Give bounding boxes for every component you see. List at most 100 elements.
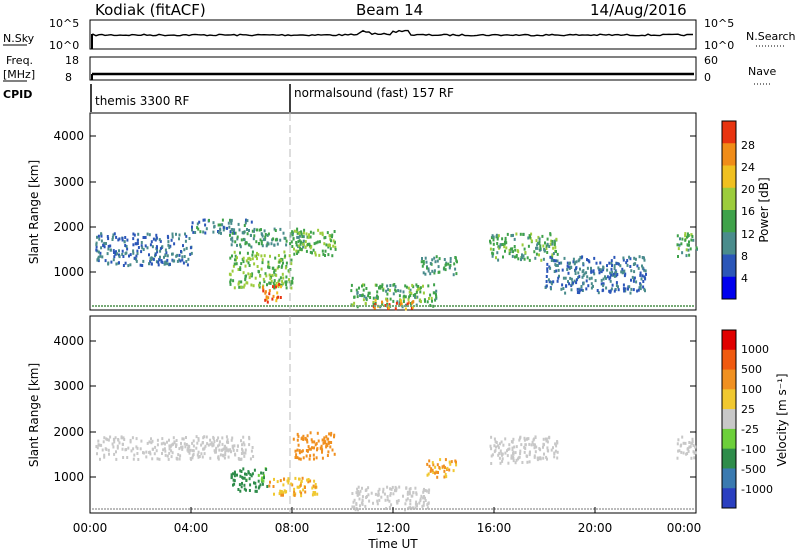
power-cell bbox=[495, 233, 498, 237]
velocity-cell bbox=[175, 439, 178, 442]
velocity-cell bbox=[313, 457, 315, 461]
power-cell bbox=[549, 242, 552, 246]
velocity-cell bbox=[268, 484, 271, 488]
velocity-cell bbox=[513, 445, 516, 449]
power-cell bbox=[284, 266, 287, 270]
power-cell bbox=[290, 286, 293, 290]
power-cell bbox=[513, 237, 516, 241]
power-cell bbox=[549, 233, 552, 237]
power-cell bbox=[628, 285, 631, 289]
velocity-cell bbox=[299, 483, 302, 487]
vel-cbar-tick-neg100: -100 bbox=[741, 443, 766, 456]
power-cell bbox=[452, 273, 455, 277]
power-cell bbox=[676, 243, 679, 247]
power-cell bbox=[432, 291, 435, 295]
power-cell bbox=[132, 243, 135, 247]
x-axis-ticks bbox=[89, 507, 697, 513]
velocity-cell bbox=[241, 443, 243, 447]
power-cell bbox=[556, 264, 559, 267]
velocity-cell bbox=[308, 457, 311, 461]
power-cell bbox=[492, 242, 495, 246]
power-cell bbox=[617, 288, 620, 292]
power-cell bbox=[629, 257, 632, 261]
power-cell bbox=[414, 295, 416, 299]
velocity-cell bbox=[426, 462, 429, 466]
velocity-cell bbox=[545, 439, 548, 443]
power-cell bbox=[242, 285, 245, 289]
power-cell bbox=[594, 279, 597, 283]
velocity-cell bbox=[395, 488, 398, 492]
velocity-cell bbox=[306, 440, 309, 444]
power-cell bbox=[325, 243, 328, 247]
velocity-cell bbox=[151, 457, 154, 461]
power-cell bbox=[244, 242, 247, 246]
power-cell bbox=[125, 245, 128, 248]
power-cell bbox=[333, 230, 336, 233]
velocity-cell bbox=[163, 447, 166, 451]
velocity-cell bbox=[512, 452, 515, 456]
velocity-cell bbox=[386, 485, 389, 489]
velocity-colorbar-swatch bbox=[722, 389, 736, 410]
power-cell bbox=[638, 286, 641, 290]
power-cell bbox=[105, 242, 107, 245]
velocity-cell bbox=[504, 437, 507, 441]
velocity-cell bbox=[444, 466, 446, 470]
velocity-cell bbox=[490, 462, 493, 465]
power-cell bbox=[272, 237, 275, 241]
power-cell bbox=[611, 270, 614, 274]
power-cell bbox=[239, 251, 241, 255]
power-cell bbox=[271, 297, 274, 301]
velocity-y-label: Slant Range [km] bbox=[27, 363, 41, 467]
power-cell bbox=[326, 231, 329, 235]
power-cell bbox=[562, 287, 565, 290]
velocity-cell bbox=[418, 501, 421, 505]
power-colorbar-swatch bbox=[722, 143, 736, 166]
velocity-cell bbox=[241, 475, 244, 479]
velocity-cell bbox=[242, 435, 245, 439]
velocity-cell bbox=[519, 435, 522, 439]
velocity-cell bbox=[405, 486, 408, 490]
power-cbar-tick-12: 12 bbox=[741, 228, 755, 241]
power-cell bbox=[133, 233, 136, 237]
velocity-cell bbox=[298, 477, 301, 481]
power-cell bbox=[395, 301, 398, 305]
power-cell bbox=[314, 251, 317, 255]
power-cell bbox=[182, 244, 184, 248]
velocity-cell bbox=[241, 481, 243, 485]
velocity-cell bbox=[150, 441, 153, 445]
velocity-cell bbox=[359, 504, 361, 508]
power-cell bbox=[623, 269, 626, 273]
power-cell bbox=[679, 237, 681, 241]
power-cell bbox=[253, 262, 256, 266]
power-cell bbox=[265, 274, 268, 278]
power-cell bbox=[240, 238, 243, 242]
power-cell bbox=[279, 238, 282, 242]
velocity-cell bbox=[534, 443, 536, 447]
power-cell bbox=[613, 274, 616, 278]
power-cell bbox=[678, 243, 681, 247]
power-cell bbox=[265, 244, 268, 248]
velocity-cell bbox=[299, 457, 302, 461]
power-cell bbox=[316, 240, 319, 244]
velocity-cell bbox=[681, 435, 684, 439]
power-cell bbox=[188, 237, 191, 240]
power-cbar-tick-16: 16 bbox=[741, 205, 755, 218]
velocity-cell bbox=[680, 443, 683, 447]
power-cell bbox=[445, 262, 448, 266]
velocity-cell bbox=[156, 457, 159, 461]
power-cell bbox=[499, 243, 502, 247]
power-cell bbox=[555, 237, 558, 241]
power-cell bbox=[251, 253, 254, 257]
velocity-cell bbox=[528, 453, 531, 457]
power-cell bbox=[429, 304, 432, 307]
power-cell bbox=[610, 273, 613, 277]
power-cell bbox=[190, 251, 193, 255]
velocity-cell bbox=[302, 456, 305, 460]
velocity-cell bbox=[419, 499, 422, 503]
power-cell bbox=[515, 254, 518, 257]
power-cell bbox=[686, 232, 689, 236]
power-cell bbox=[407, 286, 410, 290]
power-cell bbox=[624, 289, 627, 293]
power-cell bbox=[274, 229, 277, 232]
velocity-cell bbox=[279, 489, 282, 493]
